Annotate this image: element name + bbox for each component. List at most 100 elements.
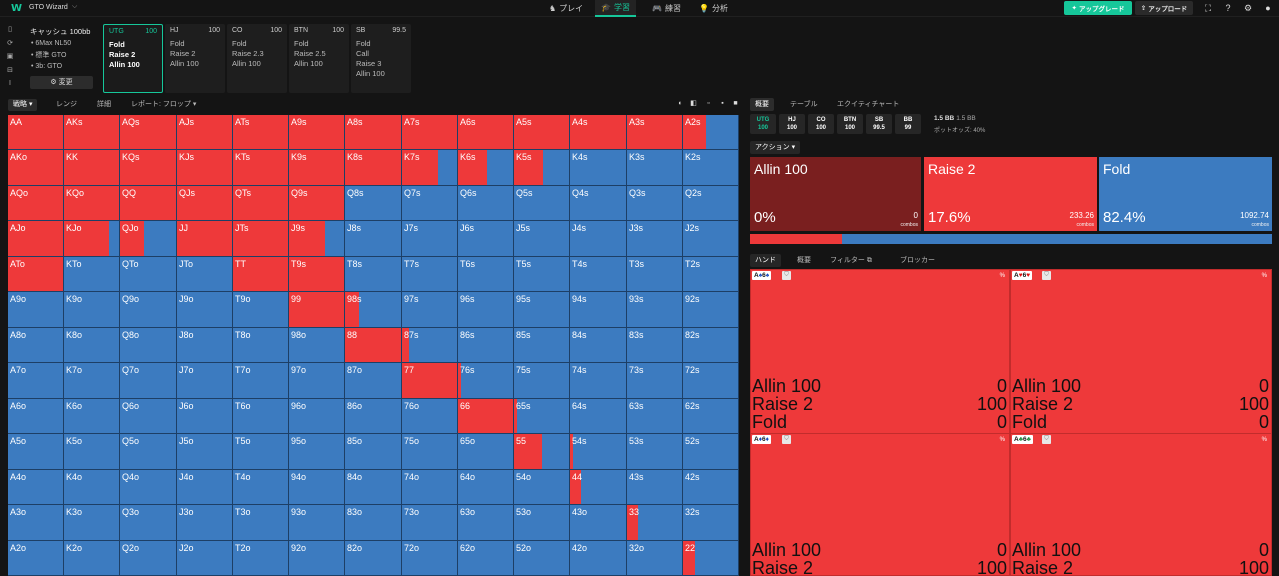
view-mode-icon[interactable]: ◐	[678, 100, 683, 107]
hand-cell[interactable]: KJo	[64, 221, 120, 257]
hand-cell[interactable]: 53s	[627, 434, 683, 470]
hand-cell[interactable]: 88	[345, 328, 402, 363]
hand-cell[interactable]: 65o	[458, 434, 514, 470]
tab-detail[interactable]: 詳細	[97, 101, 111, 108]
hand-cell[interactable]: T6o	[233, 399, 289, 434]
hand-cell[interactable]: 42o	[570, 541, 627, 576]
hand-cell[interactable]: T2o	[233, 541, 289, 576]
hand-cell[interactable]: J9s	[289, 221, 345, 257]
account-icon[interactable]: ●	[1265, 3, 1271, 13]
hand-cell[interactable]: KQo	[64, 186, 120, 221]
hand-cell[interactable]: A7o	[8, 363, 64, 399]
chevron-down-icon[interactable]: ⌵	[72, 3, 78, 10]
position-action[interactable]: Fold	[356, 39, 371, 48]
hand-combo-card[interactable]: A♥6♥ ⛉% Allin 100 0 Raise 2 100 Fold 0	[1010, 269, 1272, 434]
app-name[interactable]: GTO Wizard	[29, 4, 68, 11]
hand-cell[interactable]: T3s	[627, 257, 683, 292]
hand-cell[interactable]: J2o	[177, 541, 233, 576]
hand-cell[interactable]: QTo	[120, 257, 177, 292]
upgrade-button[interactable]: ✦ アップグレード	[1064, 1, 1132, 15]
hand-cell[interactable]: JTs	[233, 221, 289, 257]
hand-cell[interactable]: Q2o	[120, 541, 177, 576]
view-medium-icon[interactable]: ▪	[721, 100, 724, 107]
hand-cell[interactable]: Q9o	[120, 292, 177, 328]
hand-cell[interactable]: J7s	[402, 221, 458, 257]
position-action[interactable]: Allin 100	[232, 59, 261, 68]
action-dropdown[interactable]: アクション ▾	[750, 141, 801, 154]
position-action[interactable]: Fold	[232, 39, 247, 48]
hand-cell[interactable]: T4s	[570, 257, 627, 292]
hand-cell[interactable]: 63s	[627, 399, 683, 434]
hand-cell[interactable]: K9o	[64, 292, 120, 328]
hand-cell[interactable]: 52o	[514, 541, 570, 576]
hand-cell[interactable]: 63o	[458, 505, 514, 541]
hand-cell[interactable]: 96o	[289, 399, 345, 434]
hand-cell[interactable]: QTs	[233, 186, 289, 221]
hand-cell[interactable]: AJo	[8, 221, 64, 257]
hand-cell[interactable]: J5s	[514, 221, 570, 257]
hand-cell[interactable]: KQs	[120, 150, 177, 186]
hand-cell[interactable]: 83o	[345, 505, 402, 541]
hand-cell[interactable]: A2o	[8, 541, 64, 576]
stack-utg[interactable]: UTG 100	[750, 114, 776, 134]
hand-cell[interactable]: 82o	[345, 541, 402, 576]
hand-cell[interactable]: 73o	[402, 505, 458, 541]
hand-cell[interactable]: 52s	[683, 434, 739, 470]
hand-cell[interactable]: 99	[289, 292, 345, 328]
hand-cell[interactable]: T4o	[233, 470, 289, 505]
hand-cell[interactable]: Q7s	[402, 186, 458, 221]
hand-cell[interactable]: AA	[8, 115, 64, 150]
hand-cell[interactable]: Q7o	[120, 363, 177, 399]
hand-cell[interactable]: 97o	[289, 363, 345, 399]
hand-cell[interactable]: 42s	[683, 470, 739, 505]
hand-cell[interactable]: AQs	[120, 115, 177, 150]
hand-combo-card[interactable]: A♦6♦ ⛉% Allin 100 0 Raise 2 100	[750, 433, 1010, 576]
upload-button[interactable]: ⇪ アップロード	[1135, 1, 1193, 15]
hand-cell[interactable]: Q5s	[514, 186, 570, 221]
position-action[interactable]: Raise 2	[170, 49, 196, 58]
hand-cell[interactable]: 62o	[458, 541, 514, 576]
hand-cell[interactable]: A7s	[402, 115, 458, 150]
hand-cell[interactable]: T7o	[233, 363, 289, 399]
hand-cell[interactable]: AJs	[177, 115, 233, 150]
position-action[interactable]: Raise 2	[109, 50, 136, 59]
hand-cell[interactable]: 75s	[514, 363, 570, 399]
hand-cell[interactable]: K7s	[402, 150, 458, 186]
hand-cell[interactable]: Q4s	[570, 186, 627, 221]
action-fold[interactable]: Fold 82.4% 1092.74 combos	[1099, 157, 1272, 231]
position-action[interactable]: Fold	[109, 40, 125, 49]
bookmark-icon[interactable]: ▯	[8, 26, 12, 33]
action-allin[interactable]: Allin 100 0% 0 combos	[750, 157, 921, 231]
hand-cell[interactable]: Q5o	[120, 434, 177, 470]
hand-cell[interactable]: K6o	[64, 399, 120, 434]
hand-cell[interactable]: 43o	[570, 505, 627, 541]
hand-cell[interactable]: ATs	[233, 115, 289, 150]
hand-cell[interactable]: 87o	[345, 363, 402, 399]
hand-cell[interactable]: 98s	[345, 292, 402, 328]
hand-cell[interactable]: KTo	[64, 257, 120, 292]
hand-cell[interactable]: 98o	[289, 328, 345, 363]
hand-cell[interactable]: A9s	[289, 115, 345, 150]
hand-combo-card[interactable]: A♣6♣ ⛉% Allin 100 0 Raise 2 100	[1010, 433, 1272, 576]
position-action[interactable]: Allin 100	[170, 59, 199, 68]
position-action[interactable]: Raise 2.3	[232, 49, 264, 58]
hand-cell[interactable]: 65s	[514, 399, 570, 434]
hand-cell[interactable]: J5o	[177, 434, 233, 470]
fullscreen-icon[interactable]: ⛶	[1204, 3, 1212, 13]
stack-btn[interactable]: BTN 100	[837, 114, 863, 134]
position-action[interactable]: Allin 100	[294, 59, 323, 68]
hand-cell[interactable]: Q4o	[120, 470, 177, 505]
position-card-hj[interactable]: HJ 100 Fold Raise 2 Allin 100	[165, 24, 225, 93]
hand-cell[interactable]: T5s	[514, 257, 570, 292]
hand-cell[interactable]: A6s	[458, 115, 514, 150]
position-action[interactable]: Fold	[170, 39, 185, 48]
hand-cell[interactable]: J4o	[177, 470, 233, 505]
hand-cell[interactable]: KK	[64, 150, 120, 186]
tab-equity-chart[interactable]: エクイティチャート	[837, 101, 900, 108]
hand-cell[interactable]: J4s	[570, 221, 627, 257]
hand-cell[interactable]: 95s	[514, 292, 570, 328]
hand-cell[interactable]: 22	[683, 541, 739, 576]
stack-bb[interactable]: BB 99	[895, 114, 921, 134]
hand-cell[interactable]: 96s	[458, 292, 514, 328]
hand-cell[interactable]: J3s	[627, 221, 683, 257]
